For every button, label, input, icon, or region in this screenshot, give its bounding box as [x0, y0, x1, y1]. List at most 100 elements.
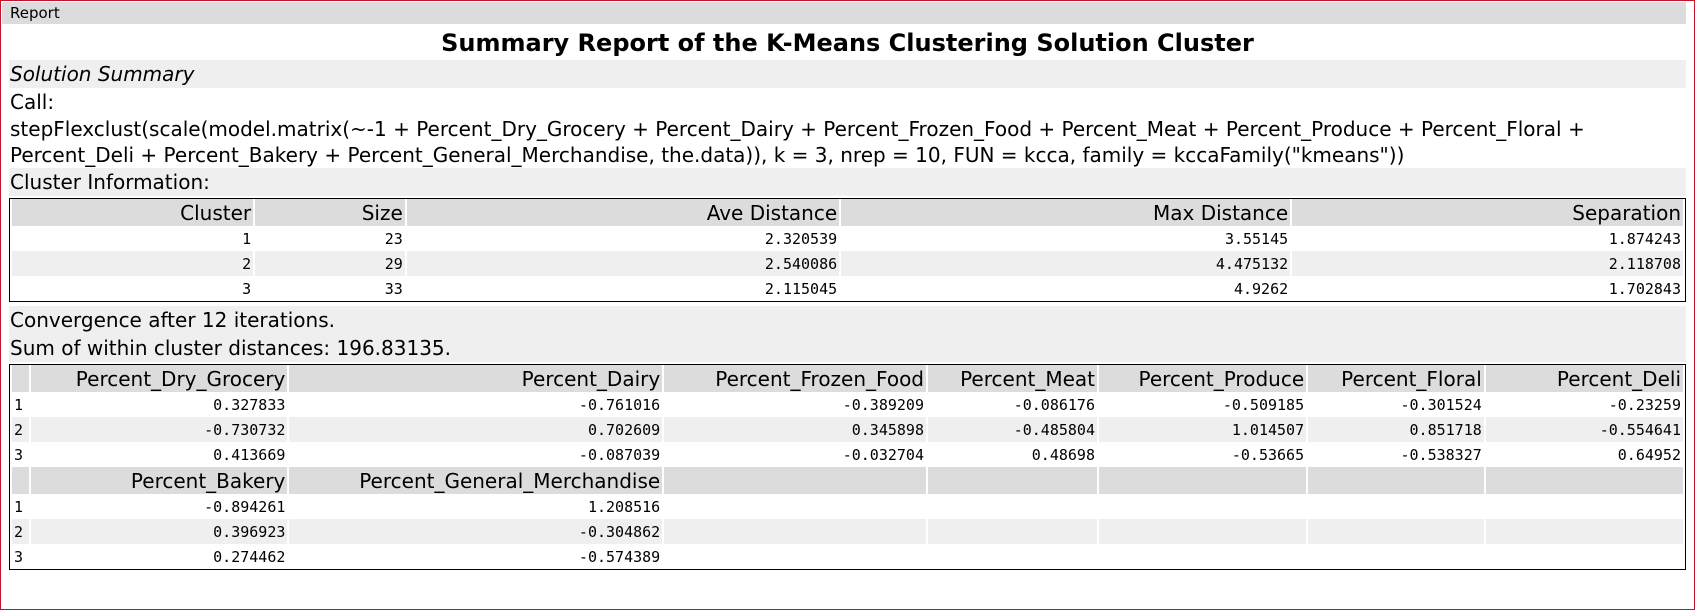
report-content: Summary Report of the K-Means Clustering… [1, 24, 1694, 570]
row-name: 3 [14, 445, 24, 464]
empty-cell [1486, 544, 1683, 569]
cell: 0.413669 [213, 445, 286, 464]
cell: 0.702609 [289, 417, 663, 442]
sum-within-text: Sum of within cluster distances: 196.831… [9, 334, 1686, 362]
cell: -0.53665 [1231, 445, 1305, 464]
empty-cell [1099, 544, 1306, 569]
col-header-floral: Percent_Floral [1308, 365, 1484, 392]
cell: -0.086176 [1013, 395, 1095, 414]
table-row: 1 0.327833 -0.761016 -0.389209 -0.086176… [12, 392, 1683, 417]
centers-header-2: Percent_Bakery Percent_General_Merchandi… [12, 467, 1683, 494]
cell: 0.851718 [1308, 417, 1484, 442]
empty-cell [1099, 519, 1307, 544]
cell: 2.540086 [406, 251, 840, 276]
col-header-produce: Percent_Produce [1099, 365, 1307, 392]
table-row: 2 -0.730732 0.702609 0.345898 -0.485804 … [12, 417, 1683, 442]
empty-cell [928, 494, 1097, 519]
report-title: Summary Report of the K-Means Clustering… [441, 29, 1254, 57]
row-name: 1 [14, 497, 24, 516]
cell: -0.389209 [842, 395, 924, 414]
cluster-centers-table: Percent_Dry_Grocery Percent_Dairy Percen… [9, 364, 1686, 570]
blank-header [1485, 467, 1683, 494]
centers-header-1: Percent_Dry_Grocery Percent_Dairy Percen… [12, 365, 1683, 392]
cell: 1.014507 [1099, 417, 1307, 442]
empty-cell [928, 544, 1097, 569]
cell: -0.554641 [1485, 417, 1683, 442]
blank-header [1099, 467, 1307, 494]
call-line-2: Percent_Deli + Percent_Bakery + Percent_… [9, 142, 1686, 168]
cluster-information-table: Cluster Size Ave Distance Max Distance S… [9, 198, 1686, 302]
row-name: 1 [14, 395, 24, 414]
col-header-frozen-food: Percent_Frozen_Food [664, 365, 926, 392]
call-line-1: stepFlexclust(scale(model.matrix(~-1 + P… [9, 116, 1686, 142]
col-header-meat: Percent_Meat [928, 365, 1097, 392]
cell: -0.538327 [1400, 445, 1482, 464]
row-name: 2 [12, 417, 29, 442]
cell: 29 [255, 251, 405, 276]
empty-cell [664, 544, 926, 569]
report-tab[interactable]: Report [2, 2, 1686, 24]
col-header-rowname [12, 467, 29, 494]
cell: -0.574389 [578, 547, 661, 566]
cell: 4.9262 [1233, 279, 1289, 298]
cell: 33 [384, 279, 403, 298]
cell: -0.485804 [928, 417, 1097, 442]
table-row: 3 0.274462 -0.574389 [12, 544, 1683, 569]
cluster-table-header: Cluster Size Ave Distance Max Distance S… [12, 199, 1683, 226]
empty-cell [1099, 494, 1306, 519]
empty-cell [928, 519, 1097, 544]
row-name: 2 [12, 519, 29, 544]
call-label: Call: [9, 88, 1686, 116]
blank-header [1308, 467, 1484, 494]
col-header-max-distance: Max Distance [841, 199, 1291, 226]
table-row: 1 23 2.320539 3.55145 1.874243 [12, 226, 1683, 251]
cell: 23 [384, 229, 403, 248]
table-row: 2 0.396923 -0.304862 [12, 519, 1683, 544]
blank-header [664, 467, 926, 494]
cell: 0.396923 [30, 519, 288, 544]
table-row: 1 -0.894261 1.208516 [12, 494, 1683, 519]
cell: 1 [242, 229, 252, 248]
col-header-dry-grocery: Percent_Dry_Grocery [30, 365, 288, 392]
cell: -0.087039 [578, 445, 661, 464]
cell: 3 [242, 279, 252, 298]
cell: 3.55145 [1224, 229, 1289, 248]
blank-header [928, 467, 1097, 494]
cell: -0.304862 [289, 519, 663, 544]
cell: -0.032704 [842, 445, 924, 464]
convergence-text: Convergence after 12 iterations. [9, 306, 1686, 334]
cell: 0.345898 [664, 417, 926, 442]
cell: 0.48698 [1031, 445, 1095, 464]
cell: -0.894261 [204, 497, 286, 516]
solution-summary-heading: Solution Summary [9, 60, 1686, 88]
col-header-deli: Percent_Deli [1485, 365, 1683, 392]
empty-cell [664, 494, 926, 519]
cell: 2 [12, 251, 254, 276]
row-name: 3 [14, 547, 24, 566]
cell: -0.509185 [1222, 395, 1305, 414]
cell: 2.115045 [764, 279, 838, 298]
col-header-cluster: Cluster [12, 199, 254, 226]
col-header-ave-distance: Ave Distance [406, 199, 840, 226]
empty-cell [1486, 494, 1683, 519]
cell: 2.320539 [764, 229, 838, 248]
cell: -0.23259 [1608, 395, 1681, 414]
cell: 0.327833 [213, 395, 286, 414]
empty-cell [1308, 519, 1484, 544]
table-row: 3 0.413669 -0.087039 -0.032704 0.48698 -… [12, 442, 1683, 467]
col-header-separation: Separation [1292, 199, 1683, 226]
col-header-general-merchandise: Percent_General_Merchandise [289, 467, 663, 494]
cluster-information-label: Cluster Information: [9, 168, 1686, 196]
table-row: 2 29 2.540086 4.475132 2.118708 [12, 251, 1683, 276]
empty-cell [1308, 494, 1484, 519]
cell: 2.118708 [1292, 251, 1683, 276]
empty-cell [1485, 519, 1683, 544]
cell: -0.301524 [1400, 395, 1482, 414]
cell: 1.874243 [1608, 229, 1681, 248]
cell: 1.208516 [587, 497, 661, 516]
cell: 4.475132 [841, 251, 1291, 276]
cell: -0.730732 [30, 417, 288, 442]
col-header-rowname [12, 365, 29, 392]
col-header-bakery: Percent_Bakery [30, 467, 288, 494]
cell: -0.761016 [578, 395, 661, 414]
